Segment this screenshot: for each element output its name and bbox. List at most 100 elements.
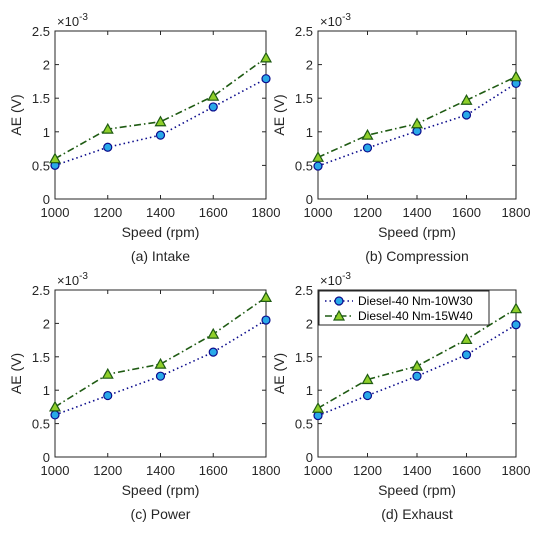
- x-tick-label: 1800: [502, 463, 531, 478]
- panel-caption: (a) Intake: [131, 248, 190, 264]
- legend-entry-label: Diesel-40 Nm-15W40: [358, 309, 473, 323]
- y-multiplier: ×10-3: [320, 12, 351, 29]
- y-axis-label: AE (V): [271, 94, 287, 135]
- y-tick-label: 2.5: [32, 24, 50, 39]
- data-point-circle: [103, 390, 113, 401]
- y-tick-label: 2: [306, 58, 313, 73]
- y-tick-label: 0.5: [32, 417, 50, 432]
- data-point-triangle: [509, 70, 523, 82]
- data-point-triangle: [259, 291, 273, 302]
- x-tick-label: 1600: [452, 463, 481, 478]
- y-tick-label: 1: [306, 383, 313, 398]
- data-point-circle: [511, 320, 521, 330]
- series-line-2: [317, 308, 517, 409]
- plot-area: [54, 30, 267, 200]
- panel-caption: (b) Compression: [365, 248, 468, 264]
- x-tick-label: 1200: [353, 205, 382, 220]
- data-point-circle: [412, 371, 422, 381]
- x-tick-label: 1800: [252, 205, 281, 220]
- y-tick-label: 0.5: [295, 417, 313, 432]
- data-point-triangle: [460, 333, 473, 345]
- x-tick-label: 1000: [304, 463, 333, 478]
- y-tick-label: 2.5: [295, 24, 313, 39]
- data-point-triangle: [410, 117, 424, 129]
- y-multiplier-exponent: -3: [79, 271, 88, 282]
- data-point-triangle: [410, 359, 424, 371]
- y-multiplier: ×10-3: [57, 271, 88, 288]
- series-line-1: [54, 319, 267, 416]
- y-multiplier-exponent: -3: [79, 12, 88, 23]
- data-point-circle: [313, 161, 323, 171]
- y-tick-label: 0.5: [295, 158, 313, 173]
- data-point-circle: [155, 371, 166, 381]
- data-point-triangle: [361, 128, 374, 140]
- y-tick-label: 0: [306, 192, 313, 207]
- y-tick-label: 1: [43, 383, 50, 398]
- y-tick-label: 2: [306, 316, 313, 331]
- series-line-1: [54, 78, 267, 167]
- x-tick-label: 1400: [403, 463, 432, 478]
- x-tick-label: 1600: [199, 205, 228, 220]
- series-line-2: [54, 57, 267, 160]
- data-point-triangle: [311, 402, 325, 413]
- data-point-circle: [261, 315, 271, 325]
- data-point-circle: [461, 350, 472, 360]
- y-tick-label: 2: [43, 316, 50, 331]
- data-point-triangle: [154, 357, 167, 369]
- x-axis-label: Speed (rpm): [122, 482, 200, 498]
- y-tick-label: 2.5: [295, 283, 313, 298]
- data-point-triangle: [154, 115, 167, 127]
- y-tick-label: 0.5: [32, 158, 50, 173]
- x-tick-label: 1800: [252, 463, 281, 478]
- data-point-triangle: [48, 152, 62, 164]
- y-tick-label: 0: [43, 192, 50, 207]
- y-tick-label: 1.5: [32, 91, 50, 106]
- y-axis-label: AE (V): [271, 353, 287, 394]
- data-point-circle: [208, 347, 218, 357]
- data-point-circle: [103, 142, 113, 152]
- x-tick-label: 1800: [502, 205, 531, 220]
- x-axis-label: Speed (rpm): [378, 482, 456, 498]
- data-point-circle: [362, 390, 373, 401]
- legend-marker-circle: [334, 296, 344, 306]
- legend-entry-label: Diesel-40 Nm-10W30: [358, 294, 473, 308]
- y-axis-label: AE (V): [8, 353, 24, 394]
- x-tick-label: 1400: [146, 463, 175, 478]
- x-tick-label: 1600: [452, 205, 481, 220]
- y-tick-label: 2: [43, 58, 50, 73]
- y-tick-label: 1.5: [295, 91, 313, 106]
- x-tick-label: 1400: [146, 205, 175, 220]
- data-point-circle: [208, 102, 218, 112]
- panel-caption: (c) Power: [131, 506, 191, 522]
- data-point-circle: [155, 130, 166, 140]
- plot-area: [317, 30, 517, 200]
- panel-caption: (d) Exhaust: [381, 506, 453, 522]
- legend-marker-triangle: [332, 309, 346, 321]
- chart-panel-2: 0 0.5 1 1.5 2 2.5 1000 1200 1400 1600 1800 ×10-3 Spe…: [271, 12, 530, 264]
- data-point-triangle: [259, 51, 273, 63]
- y-tick-label: 2.5: [32, 283, 50, 298]
- data-point-triangle: [460, 93, 473, 105]
- y-multiplier-exponent: -3: [342, 12, 351, 23]
- x-tick-label: 1200: [353, 463, 382, 478]
- data-point-triangle: [311, 151, 325, 162]
- x-axis-label: Speed (rpm): [378, 224, 456, 240]
- data-point-circle: [50, 410, 60, 420]
- y-tick-label: 0: [306, 450, 313, 465]
- y-tick-label: 0: [43, 450, 50, 465]
- y-tick-label: 1.5: [32, 350, 50, 365]
- data-point-triangle: [207, 89, 220, 101]
- y-multiplier: ×10-3: [57, 12, 88, 29]
- y-axis-label: AE (V): [8, 94, 24, 135]
- data-point-triangle: [101, 122, 114, 134]
- data-point-circle: [362, 143, 373, 153]
- x-tick-label: 1600: [199, 463, 228, 478]
- x-tick-label: 1000: [41, 463, 70, 478]
- chart-panel-3: 0 0.5 1 1.5 2 2.5 1000 1200 1400 1600 1800 ×10-3 Spe…: [8, 271, 280, 522]
- x-tick-label: 1200: [93, 205, 122, 220]
- data-point-triangle: [361, 373, 374, 385]
- x-tick-label: 1000: [41, 205, 70, 220]
